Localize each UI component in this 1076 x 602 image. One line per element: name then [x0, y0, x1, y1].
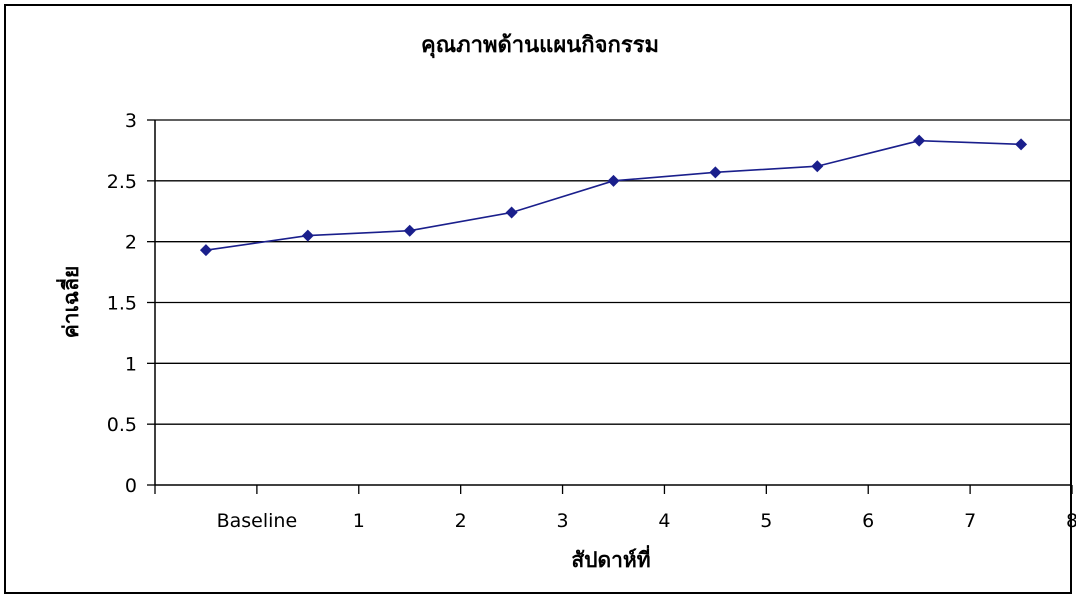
chart-frame: [5, 5, 1071, 593]
y-tick-label: 1.5: [107, 293, 137, 315]
x-tick-label: 3: [557, 510, 569, 532]
x-tick-label: Baseline: [217, 510, 298, 532]
y-tick-label: 2.5: [107, 171, 137, 193]
x-tick-label: 8: [1066, 510, 1076, 532]
chart-title: คุณภาพด้านแผนกิจกรรม: [421, 33, 659, 59]
y-axis-title: ค่าเฉลี่ย: [55, 266, 83, 339]
y-tick-label: 0.5: [107, 414, 137, 436]
y-tick-label: 0: [125, 475, 137, 497]
x-tick-label: 2: [455, 510, 467, 532]
y-tick-label: 1: [125, 353, 137, 375]
x-axis-title: สัปดาห์ที่: [571, 544, 650, 572]
x-tick-label: 1: [353, 510, 365, 532]
y-tick-label: 2: [125, 232, 137, 254]
x-tick-label: 5: [760, 510, 772, 532]
x-tick-label: 4: [658, 510, 670, 532]
x-tick-label: 6: [862, 510, 874, 532]
x-tick-label: 7: [964, 510, 976, 532]
y-tick-label: 3: [125, 110, 137, 132]
